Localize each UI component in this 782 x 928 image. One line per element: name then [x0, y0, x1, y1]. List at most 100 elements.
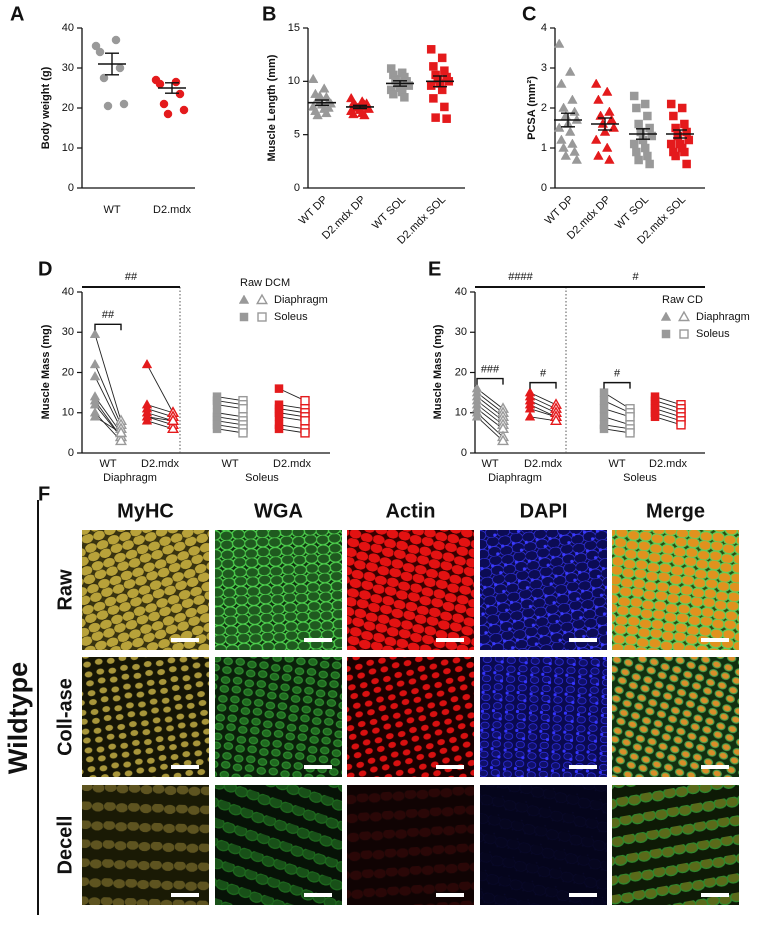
data-point	[159, 99, 169, 109]
y-tick-label: 40	[62, 286, 74, 298]
micrograph	[347, 785, 474, 905]
y-tick-label: 40	[455, 286, 467, 298]
processed-point	[238, 428, 248, 438]
data-point	[560, 110, 572, 120]
data-point	[111, 35, 121, 45]
data-point	[179, 105, 189, 115]
column-header: DAPI	[520, 500, 568, 522]
y-axis-label: Muscle Mass (mg)	[40, 324, 52, 419]
data-point	[629, 91, 639, 101]
column-header: Merge	[646, 500, 705, 522]
data-point	[426, 81, 436, 90]
data-point	[556, 78, 567, 88]
legend-title: Raw DCM	[240, 277, 290, 289]
data-point	[321, 107, 332, 118]
y-axis-label: Muscle Mass (mg)	[432, 324, 444, 419]
data-point	[175, 89, 185, 99]
legend-marker	[257, 312, 267, 322]
y-axis-label: Body weight (g)	[40, 66, 52, 149]
data-point	[604, 154, 615, 164]
y-tick-label: 4	[541, 22, 547, 34]
data-point	[604, 106, 615, 116]
data-point	[556, 134, 567, 144]
legend-label: Diaphragm	[274, 294, 328, 306]
processed-point	[300, 395, 310, 406]
y-tick-label: 10	[455, 407, 467, 419]
raw-point	[212, 424, 222, 434]
data-point	[558, 142, 569, 152]
legend-label: Diaphragm	[696, 311, 750, 323]
pair-line	[94, 364, 122, 426]
pair-line	[529, 392, 557, 406]
data-point	[359, 109, 370, 120]
column-header: MyHC	[117, 500, 174, 522]
panel-label: B	[262, 3, 276, 25]
data-point	[348, 108, 359, 119]
panel-label: A	[10, 3, 24, 25]
data-point	[437, 53, 447, 63]
data-point	[643, 111, 652, 121]
raw-point	[89, 371, 101, 381]
pair-bracket	[94, 323, 122, 331]
data-point	[601, 142, 613, 152]
y-tick-label: 20	[62, 366, 74, 378]
panel-label: D	[38, 258, 52, 280]
data-point	[645, 123, 654, 133]
y-tick-label: 0	[461, 447, 467, 459]
micrograph	[215, 530, 342, 650]
processed-point	[550, 414, 562, 425]
y-tick-label: 20	[455, 366, 467, 378]
y-tick-label: 3	[541, 62, 547, 74]
data-point	[171, 77, 181, 87]
x-tick-label: WT	[608, 458, 625, 470]
data-point	[91, 41, 101, 51]
data-point	[680, 147, 689, 157]
processed-point	[300, 416, 310, 426]
group-label: Diaphragm	[488, 472, 542, 484]
micrograph	[480, 657, 607, 777]
data-point	[645, 159, 654, 169]
data-point	[95, 47, 105, 57]
y-tick-label: 10	[62, 407, 74, 419]
data-point	[666, 99, 676, 109]
data-point	[571, 154, 583, 164]
data-point	[307, 73, 319, 83]
x-tick-label: D2.mdx	[141, 458, 179, 470]
y-tick-label: 1	[541, 142, 547, 154]
micrograph	[480, 530, 607, 650]
y-tick-label: 0	[294, 182, 300, 194]
raw-point	[89, 358, 101, 369]
data-point	[634, 119, 643, 129]
micrograph	[480, 785, 607, 905]
data-point	[426, 45, 436, 54]
legend-marker	[661, 329, 671, 339]
data-point	[567, 94, 578, 104]
pair-bracket	[603, 381, 631, 389]
y-tick-label: 0	[541, 182, 547, 194]
data-point	[677, 103, 687, 113]
pair-line	[146, 364, 174, 413]
x-tick-label: WT SOL	[370, 194, 408, 232]
data-point	[115, 63, 125, 73]
data-point	[569, 146, 580, 156]
pair-line	[94, 376, 122, 430]
y-tick-label: 30	[62, 62, 74, 74]
data-point	[599, 126, 611, 136]
data-point	[567, 138, 578, 148]
pair-significance: ###	[481, 364, 500, 376]
significance-label: ####	[508, 271, 533, 283]
data-point	[601, 86, 613, 96]
data-point	[402, 80, 411, 89]
data-point	[163, 109, 173, 119]
processed-point	[625, 412, 635, 422]
legend-marker	[660, 311, 672, 321]
x-tick-label: WT	[221, 458, 238, 470]
data-point	[666, 139, 676, 149]
data-point	[671, 151, 680, 161]
data-point	[312, 109, 323, 120]
legend-label: Soleus	[696, 328, 730, 340]
panel-label: F	[38, 483, 50, 505]
data-point	[632, 147, 641, 157]
data-point	[431, 113, 440, 122]
processed-point	[676, 420, 686, 430]
